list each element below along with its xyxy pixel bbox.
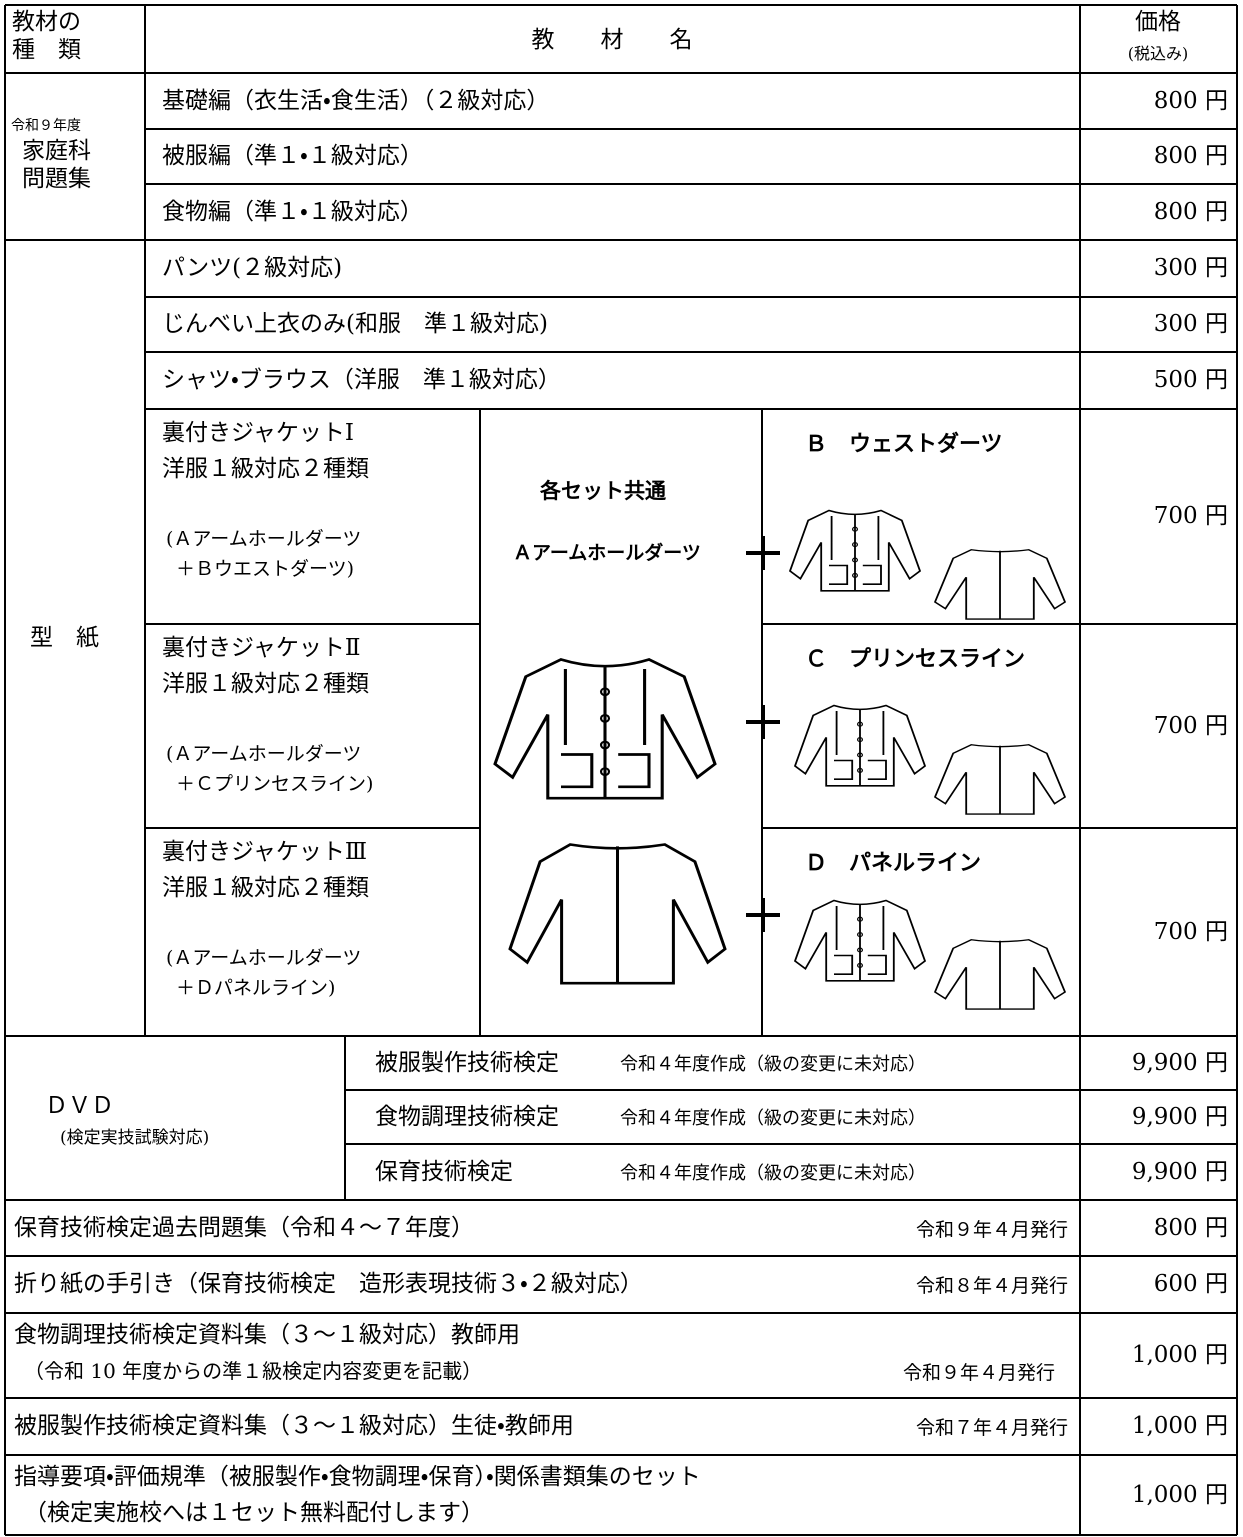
common-label: Ａアームホールダーツ (513, 541, 701, 564)
issued: 令和７年４月発行 (915, 1417, 1068, 1439)
item-name: 被服製作技術検定資料集（３～１級対応）生徒・教師用 (14, 1413, 574, 1439)
item-name: 指導要項・評価規準（被服製作・食物調理・保育）・関係書類集のセット (14, 1463, 701, 1490)
item-name: 裏付きジャケットⅠ (162, 419, 354, 446)
item-name: 食物編（準１・１級対応） (162, 198, 423, 225)
item-note: （令和 10 年度からの準１級検定内容変更を記載） (24, 1359, 483, 1383)
item-note: 令和４年度作成（級の変更に未対応） (620, 1108, 926, 1129)
issued: 令和９年４月発行 (902, 1361, 1055, 1384)
item-name: 被服編（準１・１級対応） (162, 142, 423, 169)
header: 価格 (1135, 8, 1181, 35)
price: 800 円 (1153, 142, 1228, 169)
price: 700 円 (1153, 503, 1228, 529)
item-name: 洋服１級対応２種類 (162, 455, 369, 482)
price: 9,900 円 (1131, 1158, 1228, 1185)
price: 500 円 (1153, 366, 1228, 393)
variant-label: Ｃ プリンセスライン (805, 647, 1026, 672)
item-name: 洋服１級対応２種類 (162, 874, 369, 901)
header: 教 材 名 (531, 26, 693, 53)
item-note: ＋Ｂウエストダーツ) (176, 557, 355, 580)
item-note: ＋Ｄパネルライン) (176, 976, 336, 999)
price: 1,000 円 (1131, 1413, 1228, 1439)
category: (検定実技試験対応) (60, 1127, 210, 1148)
price: 9,900 円 (1131, 1103, 1228, 1130)
header: (税込み) (1127, 44, 1189, 63)
item-note: 令和４年度作成（級の変更に未対応） (620, 1054, 926, 1075)
item-name: シャツ・ブラウス（洋服 準１級対応） (162, 366, 561, 393)
category: 令和９年度 (11, 118, 81, 134)
item-name: 保育技術検定 (375, 1158, 513, 1185)
price: 9,900 円 (1131, 1049, 1228, 1076)
issued: 令和９年４月発行 (915, 1218, 1068, 1241)
item-name: 裏付きジャケットⅡ (162, 634, 361, 661)
jacket-illustrations (493, 509, 1066, 1011)
item-name: 裏付きジャケットⅢ (162, 838, 368, 865)
plus-signs (746, 536, 780, 932)
item-note: (Ａアームホールダーツ (166, 527, 362, 550)
item-note: ＋Ｃプリンセスライン) (176, 772, 374, 795)
item-name: 保育技術検定過去問題集（令和４～７年度） (14, 1214, 474, 1241)
item-name: 食物調理技術検定資料集（３～１級対応）教師用 (14, 1321, 520, 1348)
item-name: 基礎編（衣生活・食生活）（２級対応） (162, 87, 550, 114)
category: 型 紙 (30, 624, 99, 651)
item-name: パンツ(２級対応) (162, 254, 343, 281)
item-name: 被服製作技術検定 (375, 1049, 559, 1076)
item-note: (Ａアームホールダーツ (166, 742, 362, 765)
item-note: （検定実施校へは１セット無料配付します） (24, 1499, 484, 1526)
price: 600 円 (1153, 1271, 1228, 1297)
common-label: 各セット共通 (540, 478, 666, 503)
price: 300 円 (1153, 254, 1228, 281)
price: 300 円 (1153, 310, 1228, 337)
price: 800 円 (1153, 87, 1228, 114)
price: 1,000 円 (1131, 1481, 1228, 1508)
item-note: (Ａアームホールダーツ (166, 946, 362, 969)
category: 問題集 (22, 165, 91, 192)
issued: 令和８年４月発行 (915, 1275, 1068, 1297)
price: 700 円 (1153, 712, 1228, 739)
item-name: じんべい上衣のみ(和服 準１級対応) (162, 310, 548, 337)
header: 種 類 (12, 36, 81, 63)
category: 家庭科 (22, 137, 91, 164)
item-name: 食物調理技術検定 (375, 1103, 559, 1130)
item-note: 令和４年度作成（級の変更に未対応） (620, 1163, 926, 1184)
item-name: 洋服１級対応２種類 (162, 670, 369, 697)
header: 教材の (12, 8, 81, 35)
item-name: 折り紙の手引き（保育技術検定 造形表現技術３・２級対応） (14, 1271, 643, 1297)
category: ＤＶＤ (45, 1092, 114, 1119)
price: 700 円 (1153, 918, 1228, 945)
variant-label: Ｄ パネルライン (805, 851, 982, 876)
price: 800 円 (1153, 198, 1228, 225)
variant-label: Ｂ ウェストダーツ (805, 432, 1003, 457)
price: 1,000 円 (1131, 1342, 1228, 1368)
price: 800 円 (1153, 1214, 1228, 1241)
